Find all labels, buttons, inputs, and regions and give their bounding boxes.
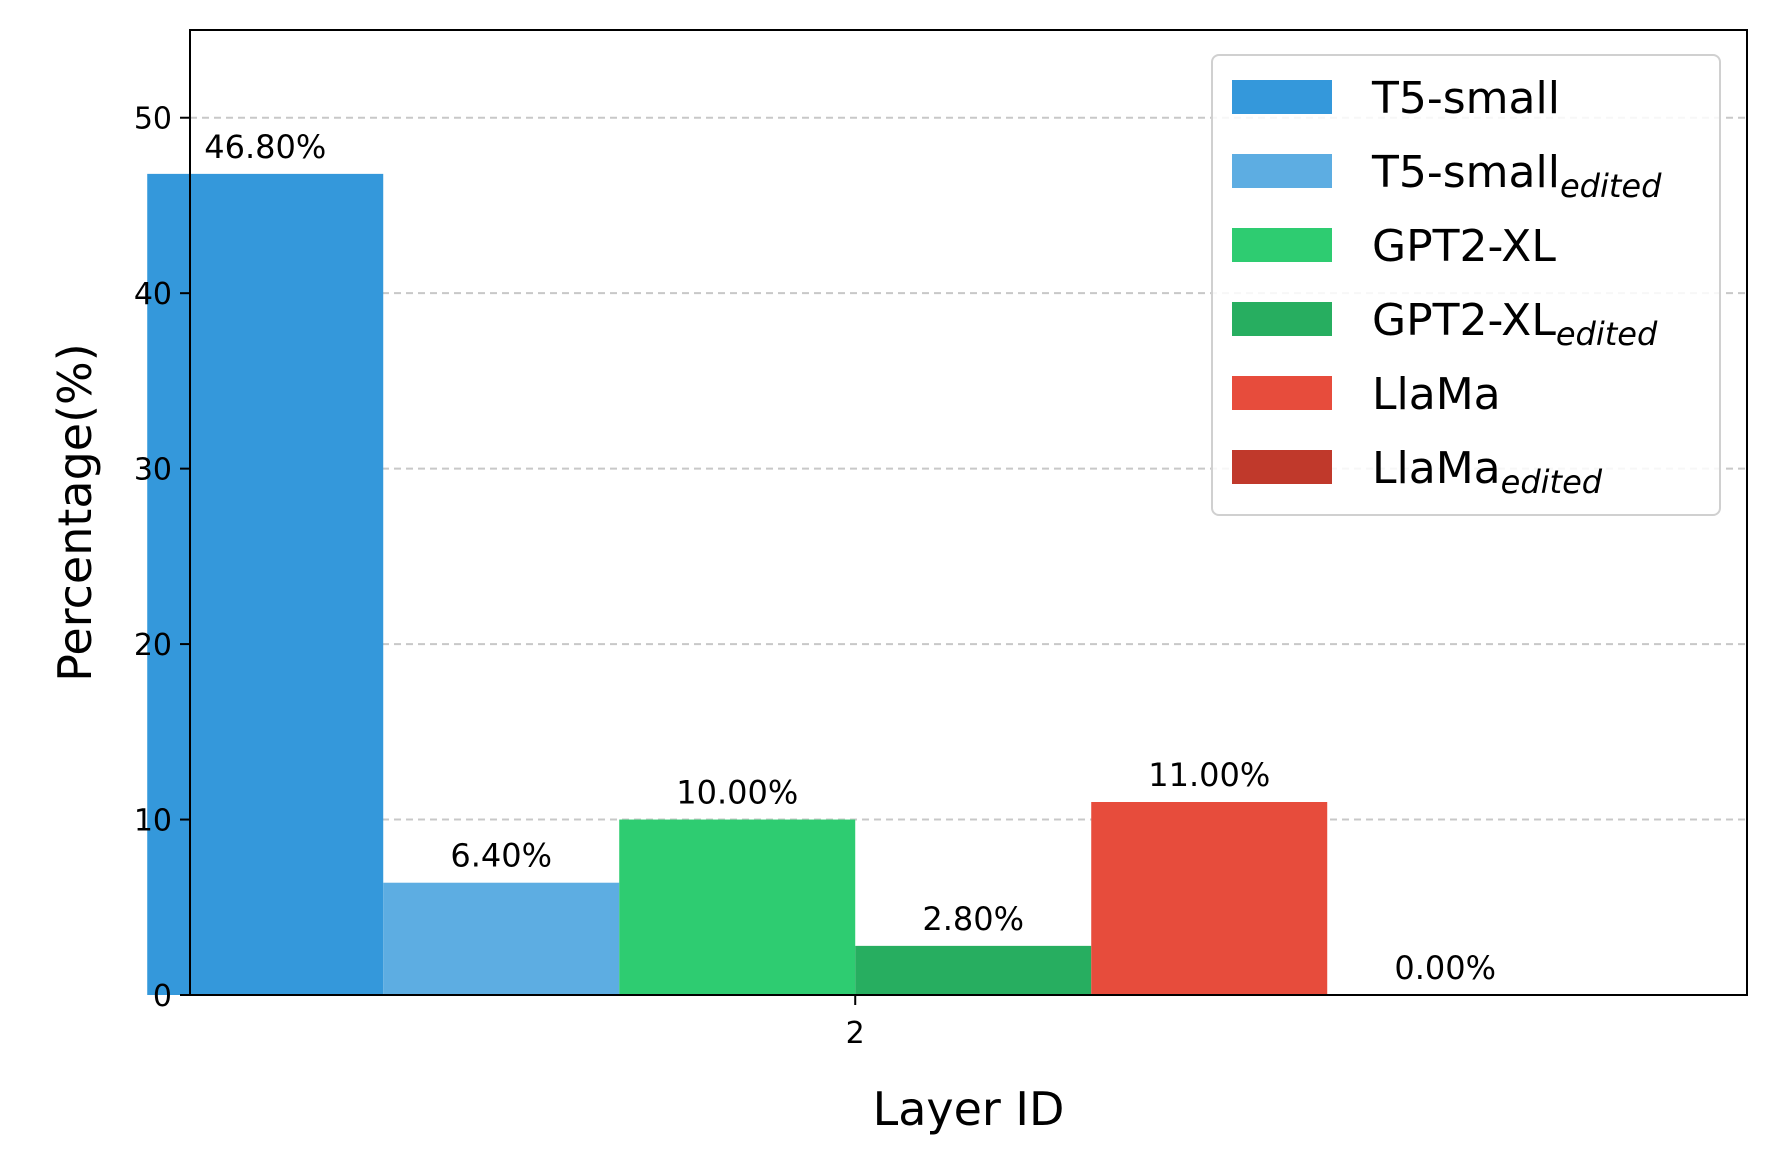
legend-label-main: LlaMa xyxy=(1372,443,1501,494)
legend-label-main: GPT2-XL xyxy=(1372,295,1556,346)
y-tick-label: 0 xyxy=(153,979,172,1014)
legend-label: GPT2-XL xyxy=(1372,221,1556,272)
legend-label: T5-smalledited xyxy=(1371,147,1662,205)
y-tick-label: 10 xyxy=(134,804,172,839)
legend-swatch xyxy=(1232,302,1332,336)
x-tick-label: 2 xyxy=(846,1016,865,1051)
legend-label: LlaMaedited xyxy=(1372,443,1603,501)
legend-label: LlaMa xyxy=(1372,369,1501,420)
bar xyxy=(619,819,856,995)
data-label: 10.00% xyxy=(676,774,798,812)
bar xyxy=(1091,802,1328,995)
legend-label-subscript: edited xyxy=(1556,315,1658,353)
legend-swatch xyxy=(1232,154,1332,188)
legend-swatch xyxy=(1232,450,1332,484)
legend-label-main: GPT2-XL xyxy=(1372,221,1556,272)
x-axis-title: Layer ID xyxy=(873,1082,1065,1136)
legend-label-main: LlaMa xyxy=(1372,369,1501,420)
data-label: 6.40% xyxy=(450,837,552,875)
data-label: 11.00% xyxy=(1148,756,1270,794)
legend-box xyxy=(1211,54,1721,516)
bars xyxy=(147,173,1328,995)
legend-label-main: T5-small xyxy=(1371,73,1560,124)
legend-swatch xyxy=(1232,376,1332,410)
legend-label-subscript: edited xyxy=(1501,463,1603,501)
y-tick-label: 40 xyxy=(134,277,172,312)
legend-label-main: T5-small xyxy=(1371,147,1560,198)
plot-frame xyxy=(189,29,1748,996)
legend-label: T5-small xyxy=(1371,73,1560,124)
legend-label: GPT2-XLedited xyxy=(1372,295,1658,353)
data-label: 0.00% xyxy=(1394,949,1496,987)
data-labels: 46.80% 6.40% 10.00% 2.80% 11.00% 0.00% xyxy=(204,128,1496,987)
legend-label-subscript: edited xyxy=(1560,167,1662,205)
data-label: 2.80% xyxy=(922,900,1024,938)
legend: T5-smallT5-smalleditedGPT2-XLGPT2-XLedit… xyxy=(1211,54,1721,516)
y-axis-ticks: 0 10 20 30 40 50 xyxy=(134,102,190,1014)
y-tick-label: 20 xyxy=(134,628,172,663)
bar xyxy=(855,945,1092,995)
x-axis-ticks: 2 xyxy=(846,995,865,1051)
legend-swatch xyxy=(1232,80,1332,114)
bar xyxy=(383,882,620,995)
data-label: 46.80% xyxy=(204,128,326,166)
legend-swatch xyxy=(1232,228,1332,262)
y-tick-label: 30 xyxy=(134,453,172,488)
bar xyxy=(147,173,384,995)
y-axis-title: Percentage(%) xyxy=(48,343,102,681)
y-tick-label: 50 xyxy=(134,102,172,137)
